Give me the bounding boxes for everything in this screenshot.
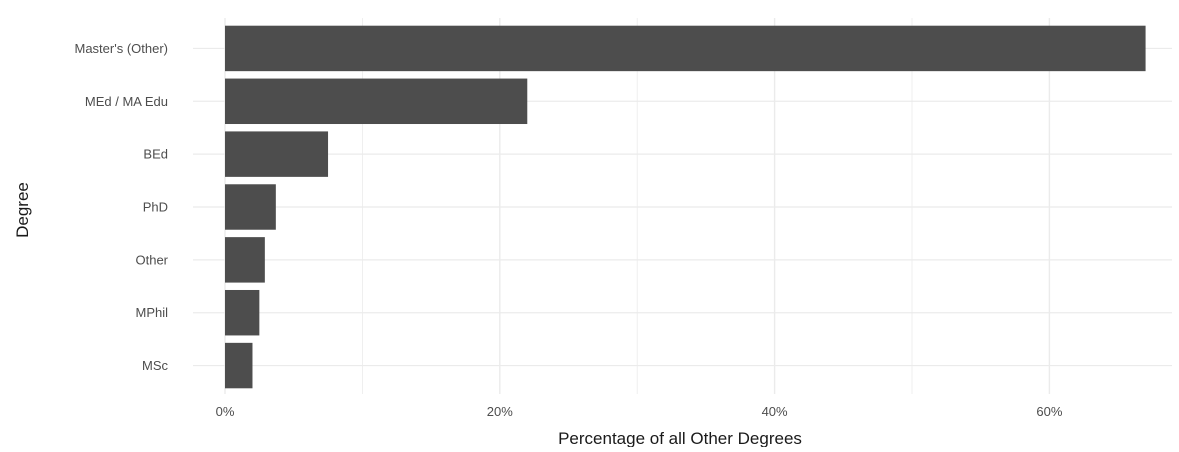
y-tick-label: MSc	[142, 358, 169, 373]
x-tick-labels: 0% 20% 40% 60%	[216, 404, 1063, 419]
y-tick-label: MEd / MA Edu	[85, 94, 168, 109]
y-tick-label: PhD	[143, 200, 168, 215]
x-tick-label: 40%	[762, 404, 788, 419]
x-tick-label: 0%	[216, 404, 235, 419]
y-tick-labels: Master's (Other) MEd / MA Edu BEd PhD Other M…	[75, 41, 169, 373]
bar-layer	[225, 25, 1146, 389]
y-tick-label: BEd	[143, 147, 168, 162]
x-tick-label: 20%	[487, 404, 513, 419]
x-tick-label: 60%	[1036, 404, 1062, 419]
bar-med-ma-edu	[225, 78, 528, 125]
bar-phd	[225, 184, 276, 230]
bar-master-s-other	[225, 25, 1146, 72]
bar-other	[225, 237, 265, 283]
y-tick-label: Master's (Other)	[75, 41, 169, 56]
bar-bed	[225, 131, 329, 177]
bar-msc	[225, 342, 253, 389]
x-axis-title: Percentage of all Other Degrees	[558, 429, 802, 447]
y-tick-label: MPhil	[135, 305, 168, 320]
y-axis-title: Degree	[13, 182, 32, 238]
bar-mphil	[225, 289, 260, 336]
grid-layer	[193, 18, 1172, 394]
y-tick-label: Other	[135, 252, 168, 267]
